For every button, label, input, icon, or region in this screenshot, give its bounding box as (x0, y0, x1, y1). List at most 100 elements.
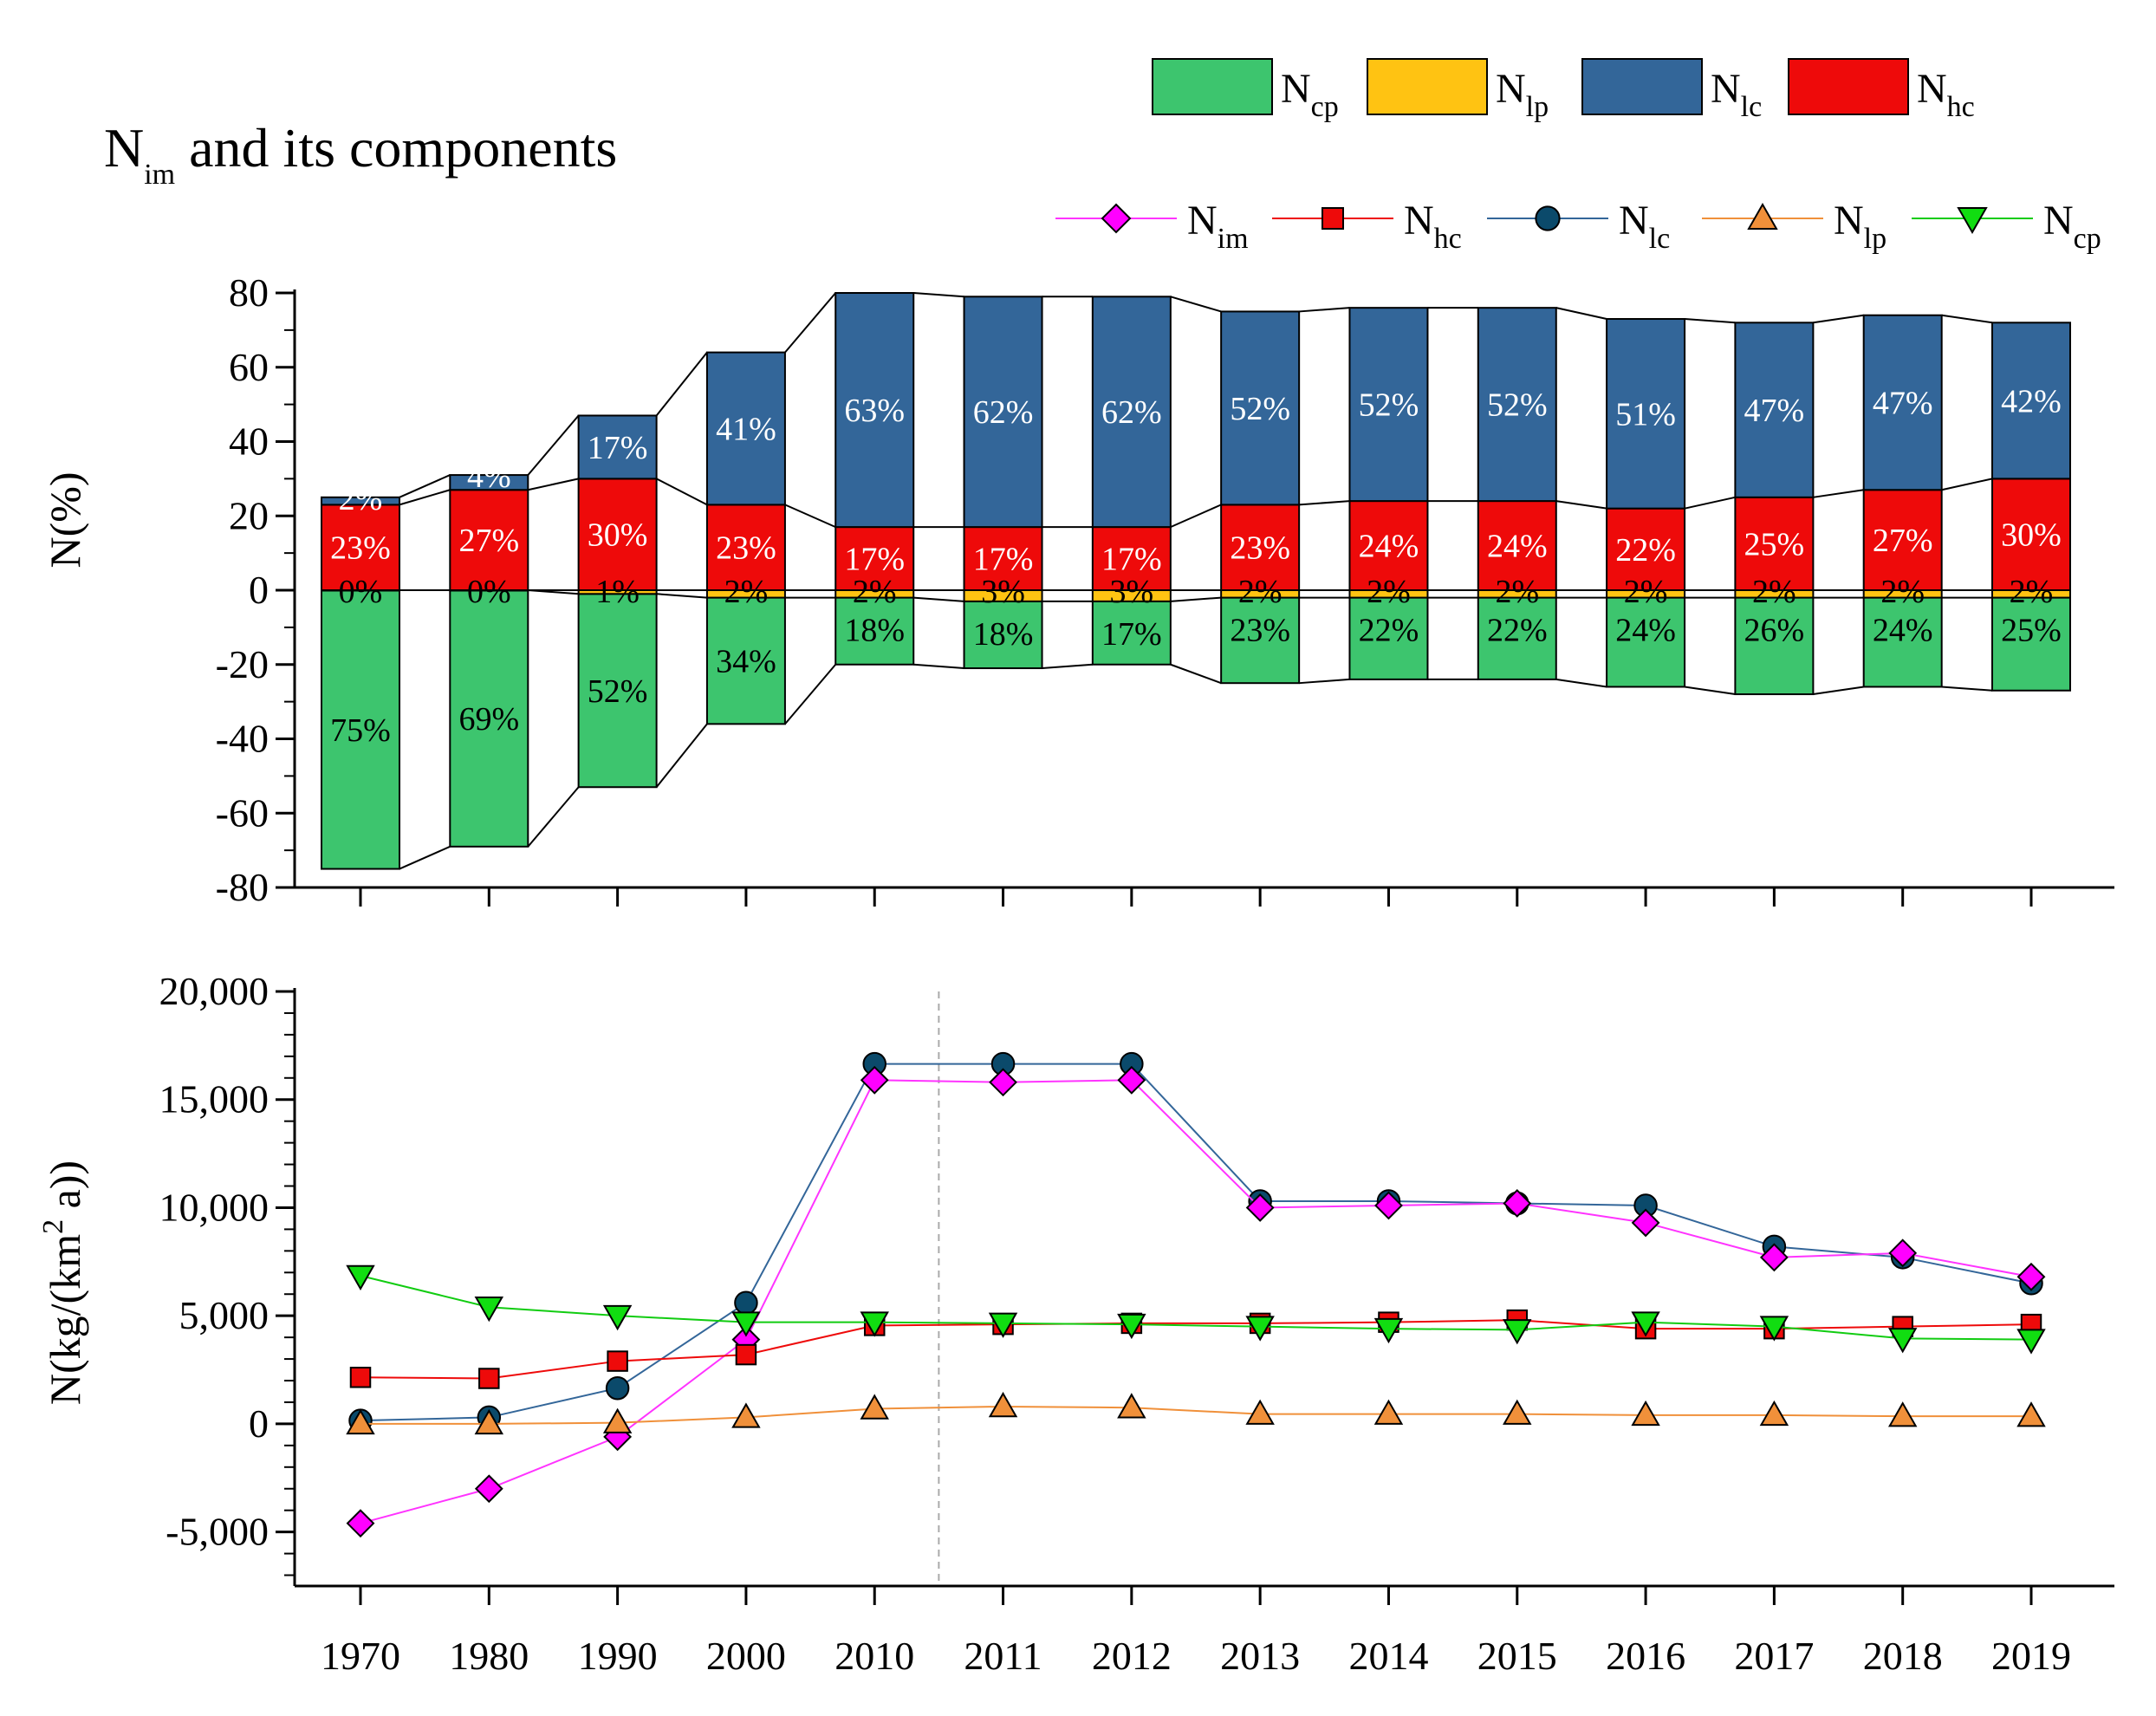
legend-label-nhc: Nhc (1917, 66, 1975, 123)
bar-segment-nlc (577, 414, 658, 480)
bar-segment-nlc (1348, 307, 1429, 503)
point-nhc (607, 1350, 628, 1372)
bar-connector-line (1299, 678, 1350, 685)
bar-segment-nlc (1734, 322, 1815, 498)
bar-label-ncp: 26% (1744, 613, 1805, 649)
bar-segment-ncp (1991, 596, 2071, 692)
legend-label-nlc: Nlc (1711, 66, 1762, 123)
x-tick-label: 2018 (1863, 1634, 1943, 1678)
line-legend: Nim Nhc Nlc Nlp Ncp (1055, 198, 2101, 255)
bar-segment-ncp (1091, 600, 1172, 666)
bar-label-nhc: 17% (844, 542, 905, 578)
top-y-tick-label: -40 (216, 717, 269, 761)
bar-label-ncp: 22% (1487, 613, 1548, 649)
bar-connector-line (656, 593, 707, 599)
bar-segment-ncp (1734, 596, 1815, 696)
bar-label-nlp: 2% (1880, 574, 1925, 610)
bar-label-ncp: 69% (458, 701, 519, 738)
top-y-tick-label: 60 (229, 345, 269, 389)
bar-label-nlc: 51% (1615, 396, 1676, 432)
bar-segment-nhc (1734, 496, 1815, 591)
bar-label-nlc: 63% (844, 393, 905, 429)
point-nlp (602, 1407, 633, 1433)
bar-label-ncp: 24% (1615, 613, 1676, 649)
point-nim (1117, 1065, 1146, 1095)
bar-connector-line (784, 504, 836, 529)
bar-label-ncp: 34% (716, 643, 776, 679)
x-tick-label: 2000 (706, 1634, 786, 1678)
top-y-tick-label: -80 (216, 865, 269, 909)
legend-marker-circle (1535, 205, 1561, 231)
x-tick-label: 2015 (1477, 1634, 1557, 1678)
x-tick-label: 2012 (1092, 1634, 1172, 1678)
series-line-nlp (360, 1405, 2031, 1425)
point-ncp (1631, 1311, 1660, 1337)
point-nlp (2016, 1401, 2046, 1427)
series-line-ncp (360, 1275, 2032, 1341)
point-nlp (1887, 1401, 1918, 1427)
bar-label-nhc: 23% (330, 530, 391, 567)
point-nlp (1117, 1393, 1146, 1419)
point-nlp (1503, 1399, 1532, 1425)
x-tick-label: 1990 (578, 1634, 658, 1678)
bar-segment-ncp (1477, 596, 1557, 680)
bar-label-nlp: 3% (1110, 574, 1154, 610)
legend-label-nlp: Nlp (1496, 66, 1549, 123)
legend-marker-triangle-up (1747, 202, 1778, 230)
bar-segment-ncp (963, 600, 1043, 670)
point-nlp (1759, 1400, 1789, 1427)
bar-label-ncp: 52% (588, 673, 648, 710)
bottom-y-tick-label: 0 (249, 1401, 269, 1446)
top-y-tick-label: -60 (216, 790, 269, 835)
bar-connector-line (655, 351, 708, 417)
bar-connector-line (784, 664, 836, 725)
legend-label-nlc-line: Nlc (1619, 198, 1670, 255)
point-nhc (478, 1368, 500, 1389)
bar-label-nlp: 2% (2010, 574, 2054, 610)
bottom-line-chart: 20,000 15,000 10,000 5,000 0 -5,000 1970 1980 19… (159, 969, 2114, 1678)
point-ncp (1373, 1317, 1404, 1344)
point-nlp (1631, 1400, 1660, 1427)
bar-label-nhc: 24% (1359, 529, 1419, 565)
legend-label-nhc-line: Nhc (1404, 198, 1462, 255)
top-y-tick-label: 20 (229, 493, 269, 537)
point-nim (474, 1474, 503, 1504)
bar-label-nlp: 1% (595, 574, 640, 610)
bar-connector-line (1685, 318, 1736, 324)
chart-title: Nim and its components (104, 117, 617, 191)
bar-connector-line (399, 489, 451, 506)
bar-connector-line (528, 478, 579, 491)
legend-marker-diamond (1101, 203, 1132, 234)
bar-label-nhc: 17% (1101, 542, 1162, 578)
bottom-y-tick-label: 20,000 (159, 969, 270, 1013)
bar-label-nlp: 2% (1624, 574, 1668, 610)
legend-label-ncp: Ncp (1281, 66, 1339, 123)
bar-connector-line (913, 596, 964, 602)
point-nim (1503, 1189, 1532, 1218)
bar-label-nlc: 52% (1487, 387, 1548, 424)
bar-connector-line (1299, 307, 1350, 313)
bar-label-nlc: 62% (1101, 394, 1162, 431)
bar-segment-nlc (1220, 310, 1301, 506)
point-nim (1374, 1191, 1403, 1220)
bar-connector-line (1941, 686, 1993, 692)
bar-connector-line (1555, 678, 1607, 688)
bar-segment-nlc (1991, 322, 2071, 480)
bar-connector-line (1684, 496, 1736, 510)
bar-label-nlp: 0% (339, 574, 383, 610)
bar-connector-line (1941, 478, 1993, 491)
point-nhc (735, 1343, 757, 1366)
point-ncp (346, 1264, 375, 1291)
series-line-nhc (360, 1319, 2032, 1380)
bar-label-nlc: 47% (1873, 385, 1933, 421)
bar-connector-line (1813, 314, 1864, 324)
point-nlc (734, 1290, 758, 1315)
bar-segment-nhc (1606, 507, 1686, 591)
bar-segment-ncp (1862, 596, 1943, 688)
bar-segment-nlc (1606, 318, 1686, 510)
bottom-y-axis-label: N(kg/(km2 a)) (37, 1160, 89, 1405)
bar-connector-line (1042, 663, 1093, 670)
bar-legend: Ncp Nlp Nlc Nhc (1152, 58, 1975, 123)
bar-connector-line (1813, 686, 1864, 696)
point-nlp (474, 1408, 504, 1435)
